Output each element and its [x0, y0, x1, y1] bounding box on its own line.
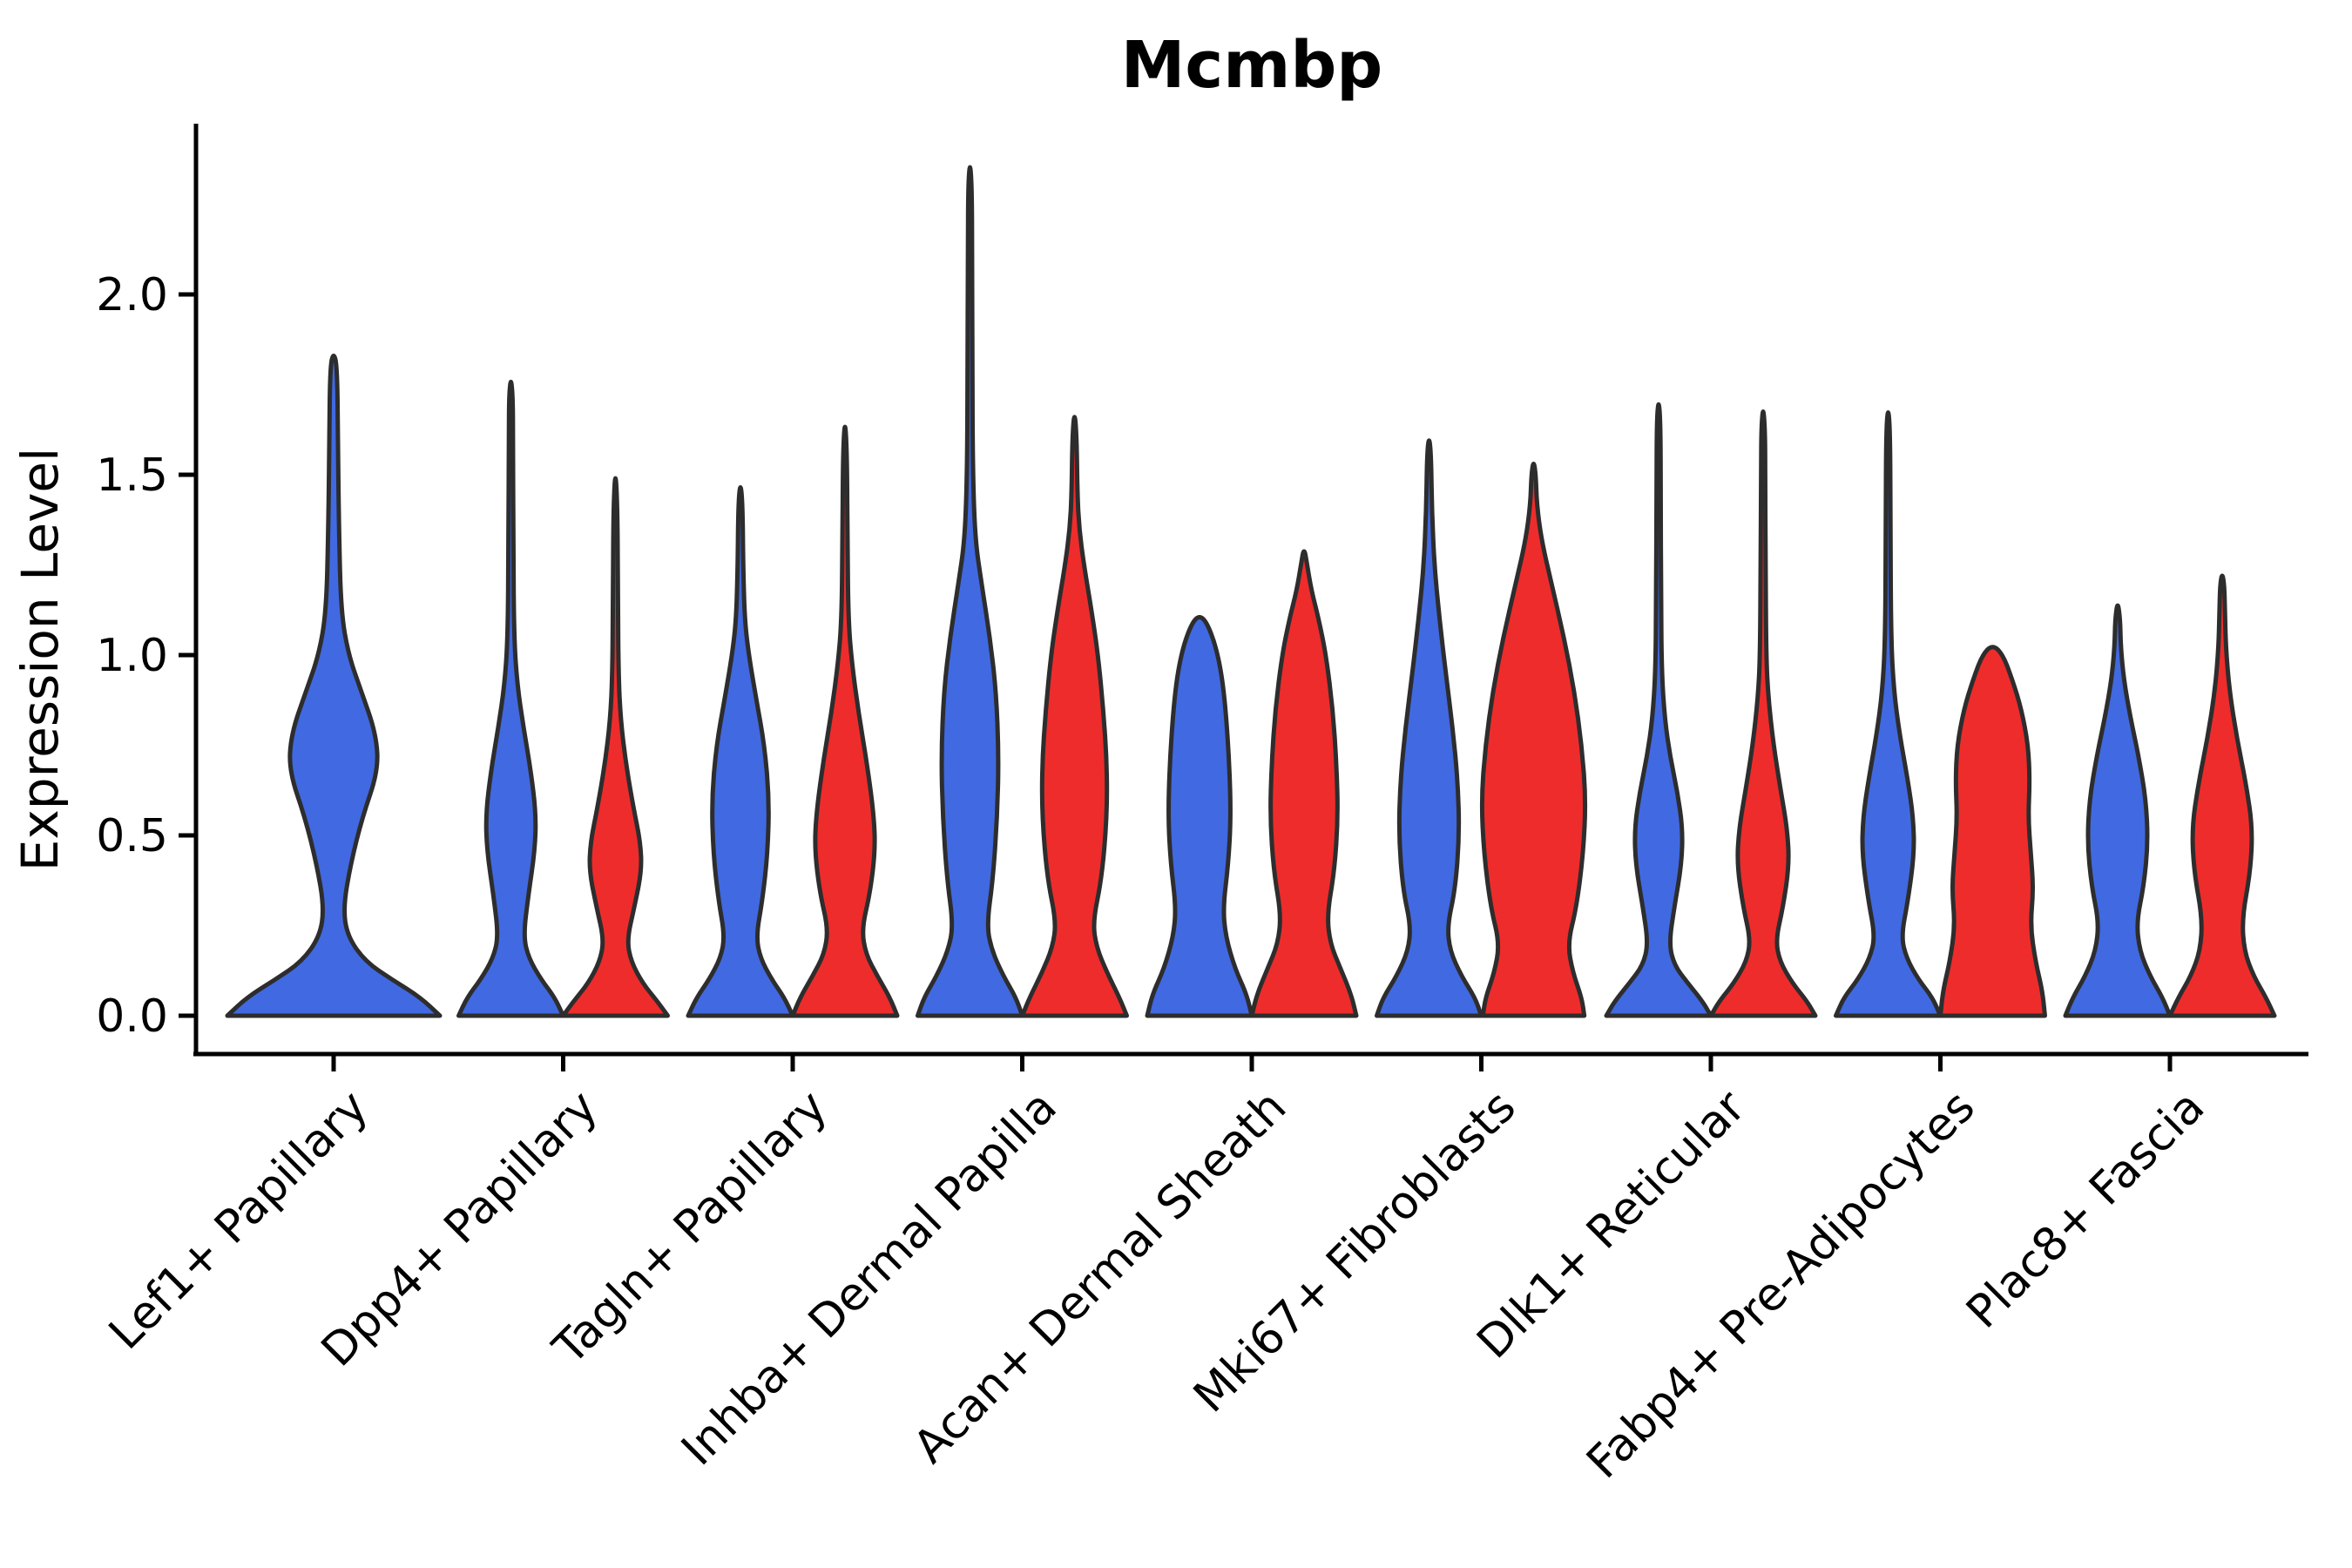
- violin-2-left: [686, 485, 795, 1018]
- y-axis-label: Expression Level: [10, 448, 70, 871]
- x-tick-label: Acan+ Dermal Sheath: [904, 1081, 1297, 1474]
- violin-1-right: [561, 476, 670, 1018]
- y-tick-label: 1.5: [96, 449, 168, 502]
- y-tick-label: 0.5: [96, 810, 168, 862]
- x-tick-label: Inhba+ Dermal Papilla: [672, 1081, 1066, 1476]
- x-tick-label: Plac8+ Fascia: [1957, 1081, 2214, 1339]
- violin-4-left: [1145, 615, 1254, 1018]
- violin-3-left: [916, 165, 1024, 1018]
- x-tick-label: Fabp4+ Pre-Adipocytes: [1577, 1081, 1984, 1489]
- y-tick-label: 0.0: [96, 990, 168, 1043]
- chart-title: Mcmbp: [1121, 28, 1383, 103]
- violin-6-right: [1708, 409, 1818, 1018]
- violin-5-left: [1375, 438, 1484, 1018]
- violin-0-full: [225, 353, 443, 1018]
- violin-4-right: [1249, 549, 1359, 1018]
- violin-5-right: [1479, 462, 1588, 1018]
- y-tick-label: 1.0: [96, 630, 168, 682]
- violin-8-right: [2167, 573, 2277, 1018]
- y-tick-label: 2.0: [96, 269, 168, 321]
- violin-3-right: [1020, 415, 1129, 1018]
- violin-7-right: [1938, 645, 2047, 1018]
- violin-layer: [225, 165, 2277, 1018]
- violin-6-left: [1604, 402, 1713, 1018]
- violin-7-left: [1834, 410, 1943, 1018]
- violin-8-left: [2063, 603, 2173, 1018]
- violin-2-right: [790, 424, 900, 1018]
- violin-1-left: [456, 379, 565, 1018]
- axes-layer: 0.0 0.5 1.0 1.5 2.0: [96, 124, 2308, 1071]
